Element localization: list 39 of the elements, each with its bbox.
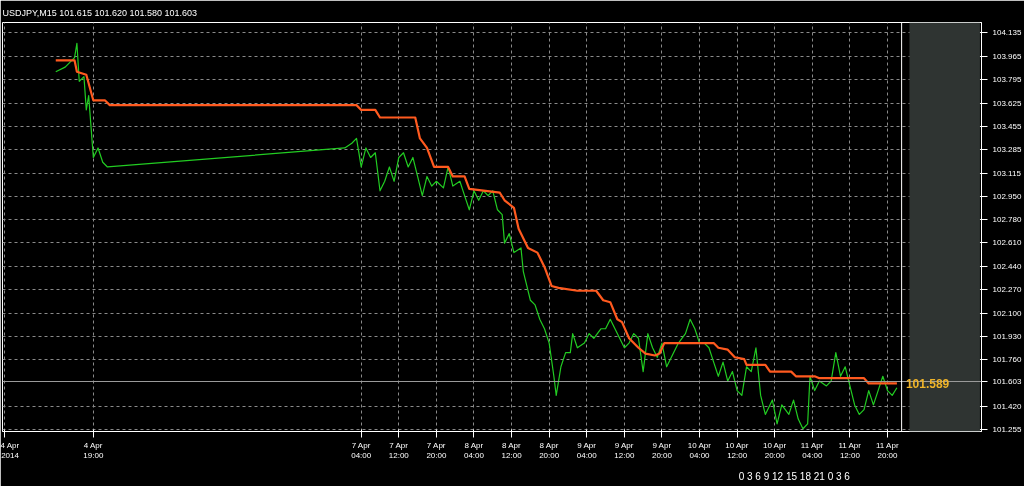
x-tick-label: 9 Apr 12:00 — [614, 440, 635, 461]
y-tick-label: 103.455 — [992, 121, 1022, 131]
ref-line-label: 101.603 — [992, 377, 1022, 387]
y-tick-label: 102.780 — [992, 214, 1022, 224]
y-tick-label: 103.115 — [992, 168, 1022, 178]
chart-title: USDJPY,M15 101.615 101.620 101.580 101.603 — [2, 7, 197, 18]
x-tick-label: 8 Apr 12:00 — [501, 440, 523, 461]
y-tick-label: 101.255 — [992, 424, 1022, 434]
text: 0 3 6 9 12 15 18 21 0 3 6 — [738, 470, 851, 482]
y-tick-label: 101.930 — [992, 331, 1022, 341]
y-tick-label: 101.760 — [992, 355, 1022, 365]
x-tick-label: 8 Apr 04:00 — [463, 440, 485, 461]
y-tick-label: 103.965 — [992, 51, 1022, 61]
x-tick-label: 11 Apr 04:00 — [800, 440, 824, 461]
x-tick-label: 9 Apr 04:00 — [576, 440, 598, 461]
y-tick-label: 103.285 — [992, 145, 1022, 155]
x-tick-label: 4 Apr 2014 — [0, 440, 20, 461]
x-tick-label: 4 Apr 19:00 — [83, 440, 104, 461]
y-tick-label: 102.610 — [992, 238, 1022, 248]
line-series — [55, 42, 898, 430]
y-tick-label: 104.135 — [992, 28, 1022, 38]
y-tick-label: 102.950 — [992, 191, 1022, 201]
x-tick-label: 8 Apr 20:00 — [539, 440, 560, 461]
y-tick-label: 103.795 — [992, 75, 1022, 85]
y-tick-label: 101.420 — [992, 402, 1022, 412]
x-tick-label: 10 Apr 20:00 — [762, 440, 787, 461]
y-tick-label: 102.100 — [992, 308, 1022, 318]
x-tick-label: 7 Apr 20:00 — [426, 440, 447, 461]
x-tick-label: 10 Apr 12:00 — [725, 440, 749, 461]
x-tick-label: 10 Apr 04:00 — [687, 440, 712, 461]
x-tick-label: 7 Apr 12:00 — [388, 440, 410, 461]
x-tick-label: 7 Apr 04:00 — [351, 440, 372, 461]
y-tick-label: 102.440 — [992, 261, 1022, 271]
x-tick-label: 9 Apr 20:00 — [651, 440, 673, 461]
y-tick-label: 103.625 — [992, 98, 1022, 108]
line-series — [54, 59, 899, 385]
y-tick-label: 102.270 — [992, 285, 1022, 295]
x-tick-label: 11 Apr 20:00 — [876, 440, 899, 461]
x-tick-label: 11 Apr 12:00 — [838, 440, 862, 461]
